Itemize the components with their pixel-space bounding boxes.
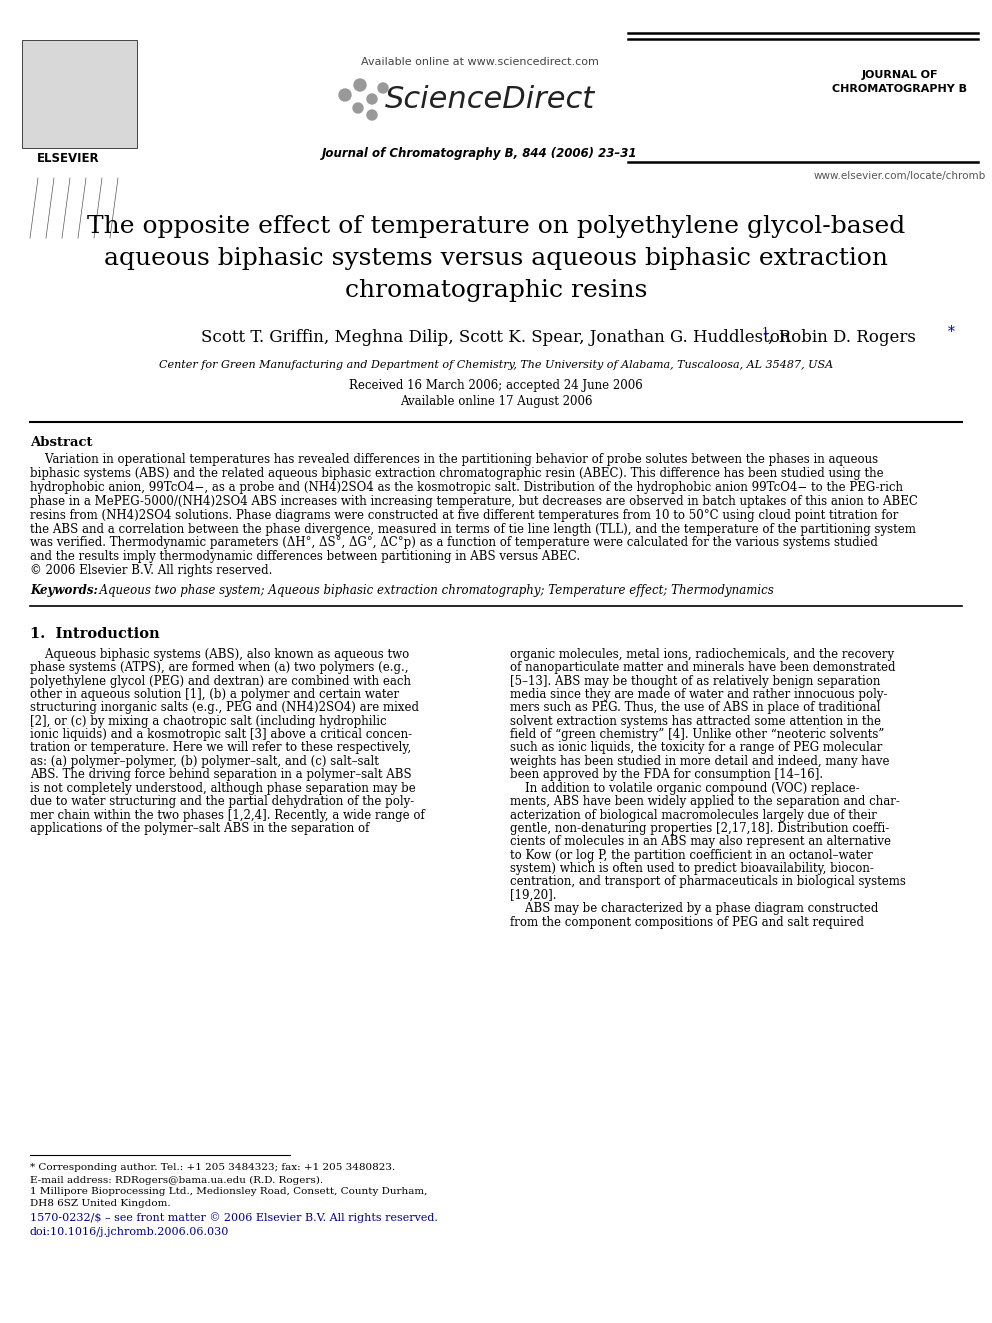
Text: 1 Millipore Bioprocessing Ltd., Medionsley Road, Consett, County Durham,: 1 Millipore Bioprocessing Ltd., Medionsl…	[30, 1188, 428, 1196]
Text: ments, ABS have been widely applied to the separation and char-: ments, ABS have been widely applied to t…	[510, 795, 900, 808]
Text: ABS. The driving force behind separation in a polymer–salt ABS: ABS. The driving force behind separation…	[30, 769, 412, 782]
Bar	[22, 40, 137, 148]
Text: structuring inorganic salts (e.g., PEG and (NH4)2SO4) are mixed: structuring inorganic salts (e.g., PEG a…	[30, 701, 419, 714]
Text: ABS may be characterized by a phase diagram constructed: ABS may be characterized by a phase diag…	[510, 902, 878, 916]
Text: is not completely understood, although phase separation may be: is not completely understood, although p…	[30, 782, 416, 795]
Circle shape	[354, 79, 366, 91]
Text: Received 16 March 2006; accepted 24 June 2006: Received 16 March 2006; accepted 24 June…	[349, 378, 643, 392]
Text: *: *	[948, 325, 955, 339]
Text: E-mail address: RDRogers@bama.ua.edu (R.D. Rogers).: E-mail address: RDRogers@bama.ua.edu (R.…	[30, 1175, 323, 1184]
Text: doi:10.1016/j.jchromb.2006.06.030: doi:10.1016/j.jchromb.2006.06.030	[30, 1226, 229, 1237]
Text: system) which is often used to predict bioavailability, biocon-: system) which is often used to predict b…	[510, 863, 874, 875]
Text: ELSEVIER: ELSEVIER	[37, 152, 99, 164]
Text: tration or temperature. Here we will refer to these respectively,: tration or temperature. Here we will ref…	[30, 741, 412, 754]
Text: 1: 1	[762, 327, 769, 337]
Text: Abstract: Abstract	[30, 437, 92, 450]
Text: Aqueous biphasic systems (ABS), also known as aqueous two: Aqueous biphasic systems (ABS), also kno…	[30, 648, 410, 660]
Text: [2], or (c) by mixing a chaotropic salt (including hydrophilic: [2], or (c) by mixing a chaotropic salt …	[30, 714, 387, 728]
Text: 1.  Introduction: 1. Introduction	[30, 627, 160, 642]
Text: , Robin D. Rogers: , Robin D. Rogers	[768, 329, 916, 347]
Text: www.elsevier.com/locate/chromb: www.elsevier.com/locate/chromb	[813, 171, 986, 181]
Text: In addition to volatile organic compound (VOC) replace-: In addition to volatile organic compound…	[510, 782, 860, 795]
Text: cients of molecules in an ABS may also represent an alternative: cients of molecules in an ABS may also r…	[510, 835, 891, 848]
Text: The opposite effect of temperature on polyethylene glycol-based
aqueous biphasic: The opposite effect of temperature on po…	[87, 214, 905, 302]
Text: the ABS and a correlation between the phase divergence, measured in terms of tie: the ABS and a correlation between the ph…	[30, 523, 916, 536]
Text: © 2006 Elsevier B.V. All rights reserved.: © 2006 Elsevier B.V. All rights reserved…	[30, 564, 273, 577]
Text: Available online 17 August 2006: Available online 17 August 2006	[400, 396, 592, 409]
Text: organic molecules, metal ions, radiochemicals, and the recovery: organic molecules, metal ions, radiochem…	[510, 648, 894, 660]
Text: Center for Green Manufacturing and Department of Chemistry, The University of Al: Center for Green Manufacturing and Depar…	[159, 360, 833, 370]
Text: polyethylene glycol (PEG) and dextran) are combined with each: polyethylene glycol (PEG) and dextran) a…	[30, 675, 411, 688]
Text: field of “green chemistry” [4]. Unlike other “neoteric solvents”: field of “green chemistry” [4]. Unlike o…	[510, 728, 885, 741]
Text: mer chain within the two phases [1,2,4]. Recently, a wide range of: mer chain within the two phases [1,2,4].…	[30, 808, 425, 822]
Text: to Kow (or log P, the partition coefficient in an octanol–water: to Kow (or log P, the partition coeffici…	[510, 848, 873, 861]
Circle shape	[367, 110, 377, 120]
Text: Journal of Chromatography B, 844 (2006) 23–31: Journal of Chromatography B, 844 (2006) …	[322, 147, 638, 160]
Text: centration, and transport of pharmaceuticals in biological systems: centration, and transport of pharmaceuti…	[510, 876, 906, 889]
Text: Keywords:: Keywords:	[30, 583, 98, 597]
Text: media since they are made of water and rather innocuous poly-: media since they are made of water and r…	[510, 688, 888, 701]
Text: Scott T. Griffin, Meghna Dilip, Scott K. Spear, Jonathan G. Huddleston: Scott T. Griffin, Meghna Dilip, Scott K.…	[201, 329, 791, 347]
Text: hydrophobic anion, 99TcO4−, as a probe and (NH4)2SO4 as the kosmotropic salt. Di: hydrophobic anion, 99TcO4−, as a probe a…	[30, 482, 903, 493]
Text: JOURNAL OF
CHROMATOGRAPHY B: JOURNAL OF CHROMATOGRAPHY B	[832, 70, 967, 94]
Text: ionic liquids) and a kosmotropic salt [3] above a critical concen-: ionic liquids) and a kosmotropic salt [3…	[30, 728, 412, 741]
Text: was verified. Thermodynamic parameters (ΔH°, ΔS°, ΔG°, ΔC°p) as a function of te: was verified. Thermodynamic parameters (…	[30, 536, 878, 549]
Text: due to water structuring and the partial dehydration of the poly-: due to water structuring and the partial…	[30, 795, 415, 808]
Text: [19,20].: [19,20].	[510, 889, 557, 902]
Text: Available online at www.sciencedirect.com: Available online at www.sciencedirect.co…	[361, 57, 599, 67]
Text: Variation in operational temperatures has revealed differences in the partitioni: Variation in operational temperatures ha…	[30, 454, 878, 467]
Text: solvent extraction systems has attracted some attention in the: solvent extraction systems has attracted…	[510, 714, 881, 728]
Circle shape	[378, 83, 388, 93]
Text: biphasic systems (ABS) and the related aqueous biphasic extraction chromatograph: biphasic systems (ABS) and the related a…	[30, 467, 884, 480]
Text: weights has been studied in more detail and indeed, many have: weights has been studied in more detail …	[510, 755, 890, 767]
Text: been approved by the FDA for consumption [14–16].: been approved by the FDA for consumption…	[510, 769, 823, 782]
Text: DH8 6SZ United Kingdom.: DH8 6SZ United Kingdom.	[30, 1200, 171, 1208]
Text: 1570-0232/$ – see front matter © 2006 Elsevier B.V. All rights reserved.: 1570-0232/$ – see front matter © 2006 El…	[30, 1213, 437, 1224]
Circle shape	[339, 89, 351, 101]
Text: * Corresponding author. Tel.: +1 205 3484323; fax: +1 205 3480823.: * Corresponding author. Tel.: +1 205 348…	[30, 1163, 395, 1172]
Text: [5–13]. ABS may be thought of as relatively benign separation: [5–13]. ABS may be thought of as relativ…	[510, 675, 880, 688]
Text: phase systems (ATPS), are formed when (a) two polymers (e.g.,: phase systems (ATPS), are formed when (a…	[30, 662, 409, 675]
Text: Aqueous two phase system; Aqueous biphasic extraction chromatography; Temperatur: Aqueous two phase system; Aqueous biphas…	[92, 583, 774, 597]
Text: applications of the polymer–salt ABS in the separation of: applications of the polymer–salt ABS in …	[30, 822, 369, 835]
Text: of nanoparticulate matter and minerals have been demonstrated: of nanoparticulate matter and minerals h…	[510, 662, 896, 675]
Text: as: (a) polymer–polymer, (b) polymer–salt, and (c) salt–salt: as: (a) polymer–polymer, (b) polymer–sal…	[30, 755, 379, 767]
Text: and the results imply thermodynamic differences between partitioning in ABS vers: and the results imply thermodynamic diff…	[30, 550, 580, 564]
Text: from the component compositions of PEG and salt required: from the component compositions of PEG a…	[510, 916, 864, 929]
Text: phase in a MePEG-5000/(NH4)2SO4 ABS increases with increasing temperature, but d: phase in a MePEG-5000/(NH4)2SO4 ABS incr…	[30, 495, 918, 508]
Text: acterization of biological macromolecules largely due of their: acterization of biological macromolecule…	[510, 808, 877, 822]
Text: other in aqueous solution [1], (b) a polymer and certain water: other in aqueous solution [1], (b) a pol…	[30, 688, 399, 701]
Circle shape	[353, 103, 363, 112]
Text: such as ionic liquids, the toxicity for a range of PEG molecular: such as ionic liquids, the toxicity for …	[510, 741, 882, 754]
Text: mers such as PEG. Thus, the use of ABS in place of traditional: mers such as PEG. Thus, the use of ABS i…	[510, 701, 881, 714]
Circle shape	[367, 94, 377, 105]
Text: resins from (NH4)2SO4 solutions. Phase diagrams were constructed at five differe: resins from (NH4)2SO4 solutions. Phase d…	[30, 509, 899, 521]
Text: ScienceDirect: ScienceDirect	[385, 86, 595, 115]
Text: gentle, non-denaturing properties [2,17,18]. Distribution coeffi-: gentle, non-denaturing properties [2,17,…	[510, 822, 889, 835]
